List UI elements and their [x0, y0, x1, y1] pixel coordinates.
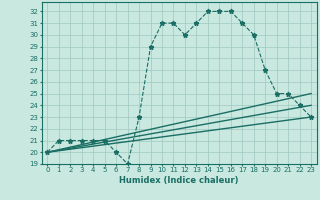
X-axis label: Humidex (Indice chaleur): Humidex (Indice chaleur): [119, 176, 239, 185]
